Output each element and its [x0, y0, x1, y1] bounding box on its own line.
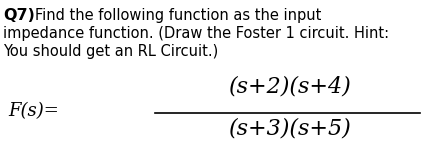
Text: Q7): Q7) [3, 8, 35, 23]
Text: (s+3)(s+5): (s+3)(s+5) [229, 117, 351, 139]
Text: You should get an RL Circuit.): You should get an RL Circuit.) [3, 44, 218, 59]
Text: F(s)=: F(s)= [8, 102, 59, 120]
Text: impedance function. (Draw the Foster 1 circuit. Hint:: impedance function. (Draw the Foster 1 c… [3, 26, 389, 41]
Text: (s+2)(s+4): (s+2)(s+4) [229, 75, 351, 97]
Text: Find the following function as the input: Find the following function as the input [35, 8, 322, 23]
